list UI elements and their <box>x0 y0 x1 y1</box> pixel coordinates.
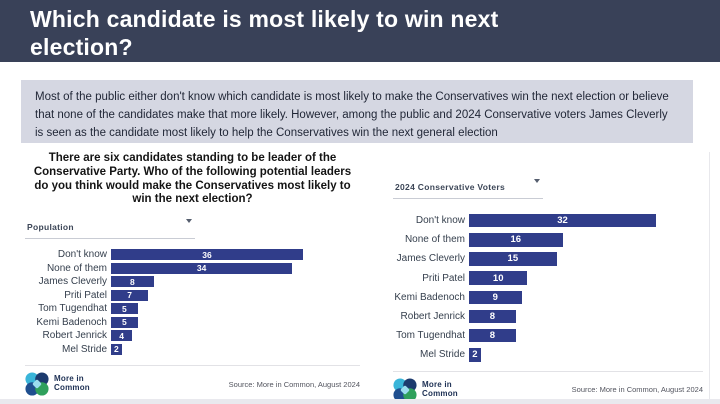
bar-value-label: 5 <box>121 303 127 314</box>
category-label: Tom Tugendhat <box>396 330 465 342</box>
population-chart-panel: There are six candidates standing to be … <box>25 152 360 396</box>
bar-value-label: 8 <box>129 276 135 287</box>
logo-line2: Common <box>54 383 90 393</box>
page-title: Which candidate is most likely to win ne… <box>30 6 499 61</box>
summary-box: Most of the public either don't know whi… <box>21 80 693 143</box>
category-label: Kemi Badenoch <box>394 291 465 303</box>
category-label: Robert Jenrick <box>400 311 465 323</box>
category-label: Priti Patel <box>422 272 465 284</box>
more-in-common-logo: More in Common <box>393 377 458 402</box>
bar-value-label: 7 <box>127 290 133 301</box>
logo-line1: More in <box>54 374 84 384</box>
bottom-edge-strip <box>0 399 720 404</box>
category-label: Don't know <box>415 215 465 227</box>
header-banner: Which candidate is most likely to win ne… <box>0 0 720 62</box>
bar-value-label: 2 <box>113 344 119 355</box>
bar-value-label: 16 <box>510 234 522 246</box>
dropdown-selected-value: 2024 Conservative Voters <box>395 182 506 192</box>
population-bar-chart: Don't know 36 None of them 34 James Cleverly… <box>25 248 360 356</box>
category-label: James Cleverly <box>396 253 465 265</box>
bar-row: Don't know 32 <box>393 211 703 230</box>
logo-line1: More in <box>422 379 452 389</box>
category-label: Priti Patel <box>64 289 107 301</box>
conservative-voters-chart-panel: 2024 Conservative Voters Don't know 32 Non… <box>393 152 710 402</box>
category-label: Mel Stride <box>419 349 465 361</box>
bar[interactable]: 10 <box>469 271 528 285</box>
logo-wordmark: More in Common <box>422 379 458 399</box>
bar[interactable]: 8 <box>111 276 154 288</box>
bar-value-label: 4 <box>119 330 125 341</box>
category-label: None of them <box>46 262 107 274</box>
bar-value-label: 5 <box>121 317 127 328</box>
bar[interactable]: 9 <box>469 290 522 305</box>
bar-row: None of them 16 <box>393 230 703 249</box>
bar[interactable]: 2 <box>469 348 481 362</box>
bar[interactable]: 8 <box>469 309 516 324</box>
source-attribution: Source: More in Common, August 2024 <box>571 385 703 394</box>
bar-row: Kemi Badenoch 5 <box>25 316 360 330</box>
category-label: Kemi Badenoch <box>36 316 107 328</box>
bar-row: James Cleverly 15 <box>393 249 703 268</box>
summary-text: Most of the public either don't know whi… <box>35 91 669 139</box>
bar-value-label: 36 <box>202 249 212 260</box>
bar-value-label: 9 <box>492 291 498 303</box>
bar-value-label: 32 <box>557 215 568 227</box>
logo-line2: Common <box>422 388 458 398</box>
population-filter-dropdown[interactable]: Population <box>25 215 195 240</box>
bar[interactable]: 5 <box>111 303 138 315</box>
bar-value-label: 15 <box>507 253 519 265</box>
bar-row: Tom Tugendhat 8 <box>393 326 703 345</box>
source-attribution: Source: More in Common, August 2024 <box>228 379 360 389</box>
bar-row: Priti Patel 7 <box>25 289 360 303</box>
category-label: Don't know <box>57 249 107 261</box>
chevron-down-icon <box>186 219 192 224</box>
bar-row: Tom Tugendhat 5 <box>25 302 360 316</box>
conservative-voters-bar-chart: Don't know 32 None of them 16 James Cleverly… <box>393 211 703 365</box>
bar-row: James Cleverly 8 <box>25 275 360 289</box>
bar[interactable]: 34 <box>111 262 293 274</box>
category-label: James Cleverly <box>38 276 107 288</box>
category-label: Robert Jenrick <box>42 330 107 342</box>
chevron-down-icon <box>534 179 540 183</box>
bar-value-label: 2 <box>472 349 478 361</box>
category-label: Mel Stride <box>61 343 107 355</box>
bar[interactable]: 8 <box>469 328 516 343</box>
chart-question-title: There are six candidates standing to be … <box>33 152 352 206</box>
bar-row: None of them 34 <box>25 262 360 276</box>
bar-row: Robert Jenrick 4 <box>25 329 360 343</box>
more-in-common-logo: More in Common <box>25 372 90 396</box>
bar[interactable]: 5 <box>111 316 138 328</box>
voter-group-filter-dropdown[interactable]: 2024 Conservative Voters <box>393 175 543 199</box>
bar-row: Kemi Badenoch 9 <box>393 288 703 307</box>
category-label: None of them <box>404 234 465 246</box>
bar[interactable]: 16 <box>469 233 563 247</box>
bar[interactable]: 32 <box>469 213 656 228</box>
bar-row: Mel Stride 2 <box>393 345 703 364</box>
bar[interactable]: 2 <box>111 343 122 355</box>
bar-value-label: 8 <box>489 330 496 342</box>
panel-footer: More in Common Source: More in Common, A… <box>393 370 703 402</box>
more-in-common-clover-icon <box>393 377 417 402</box>
dropdown-selected-value: Population <box>27 222 74 233</box>
bar-row: Robert Jenrick 8 <box>393 307 703 326</box>
bar-row: Mel Stride 2 <box>25 343 360 357</box>
bar-value-label: 10 <box>492 272 504 284</box>
logo-wordmark: More in Common <box>54 375 90 393</box>
bar-row: Don't know 36 <box>25 248 360 262</box>
bar-value-label: 34 <box>196 263 207 274</box>
bar[interactable]: 36 <box>111 249 303 261</box>
panel-footer: More in Common Source: More in Common, A… <box>25 365 360 396</box>
bar[interactable]: 4 <box>111 330 133 342</box>
bar[interactable]: 7 <box>111 289 149 301</box>
bar-row: Priti Patel 10 <box>393 269 703 288</box>
bar-value-label: 8 <box>489 311 496 323</box>
bar[interactable]: 15 <box>469 252 557 266</box>
more-in-common-clover-icon <box>25 372 49 396</box>
category-label: Tom Tugendhat <box>38 303 107 315</box>
